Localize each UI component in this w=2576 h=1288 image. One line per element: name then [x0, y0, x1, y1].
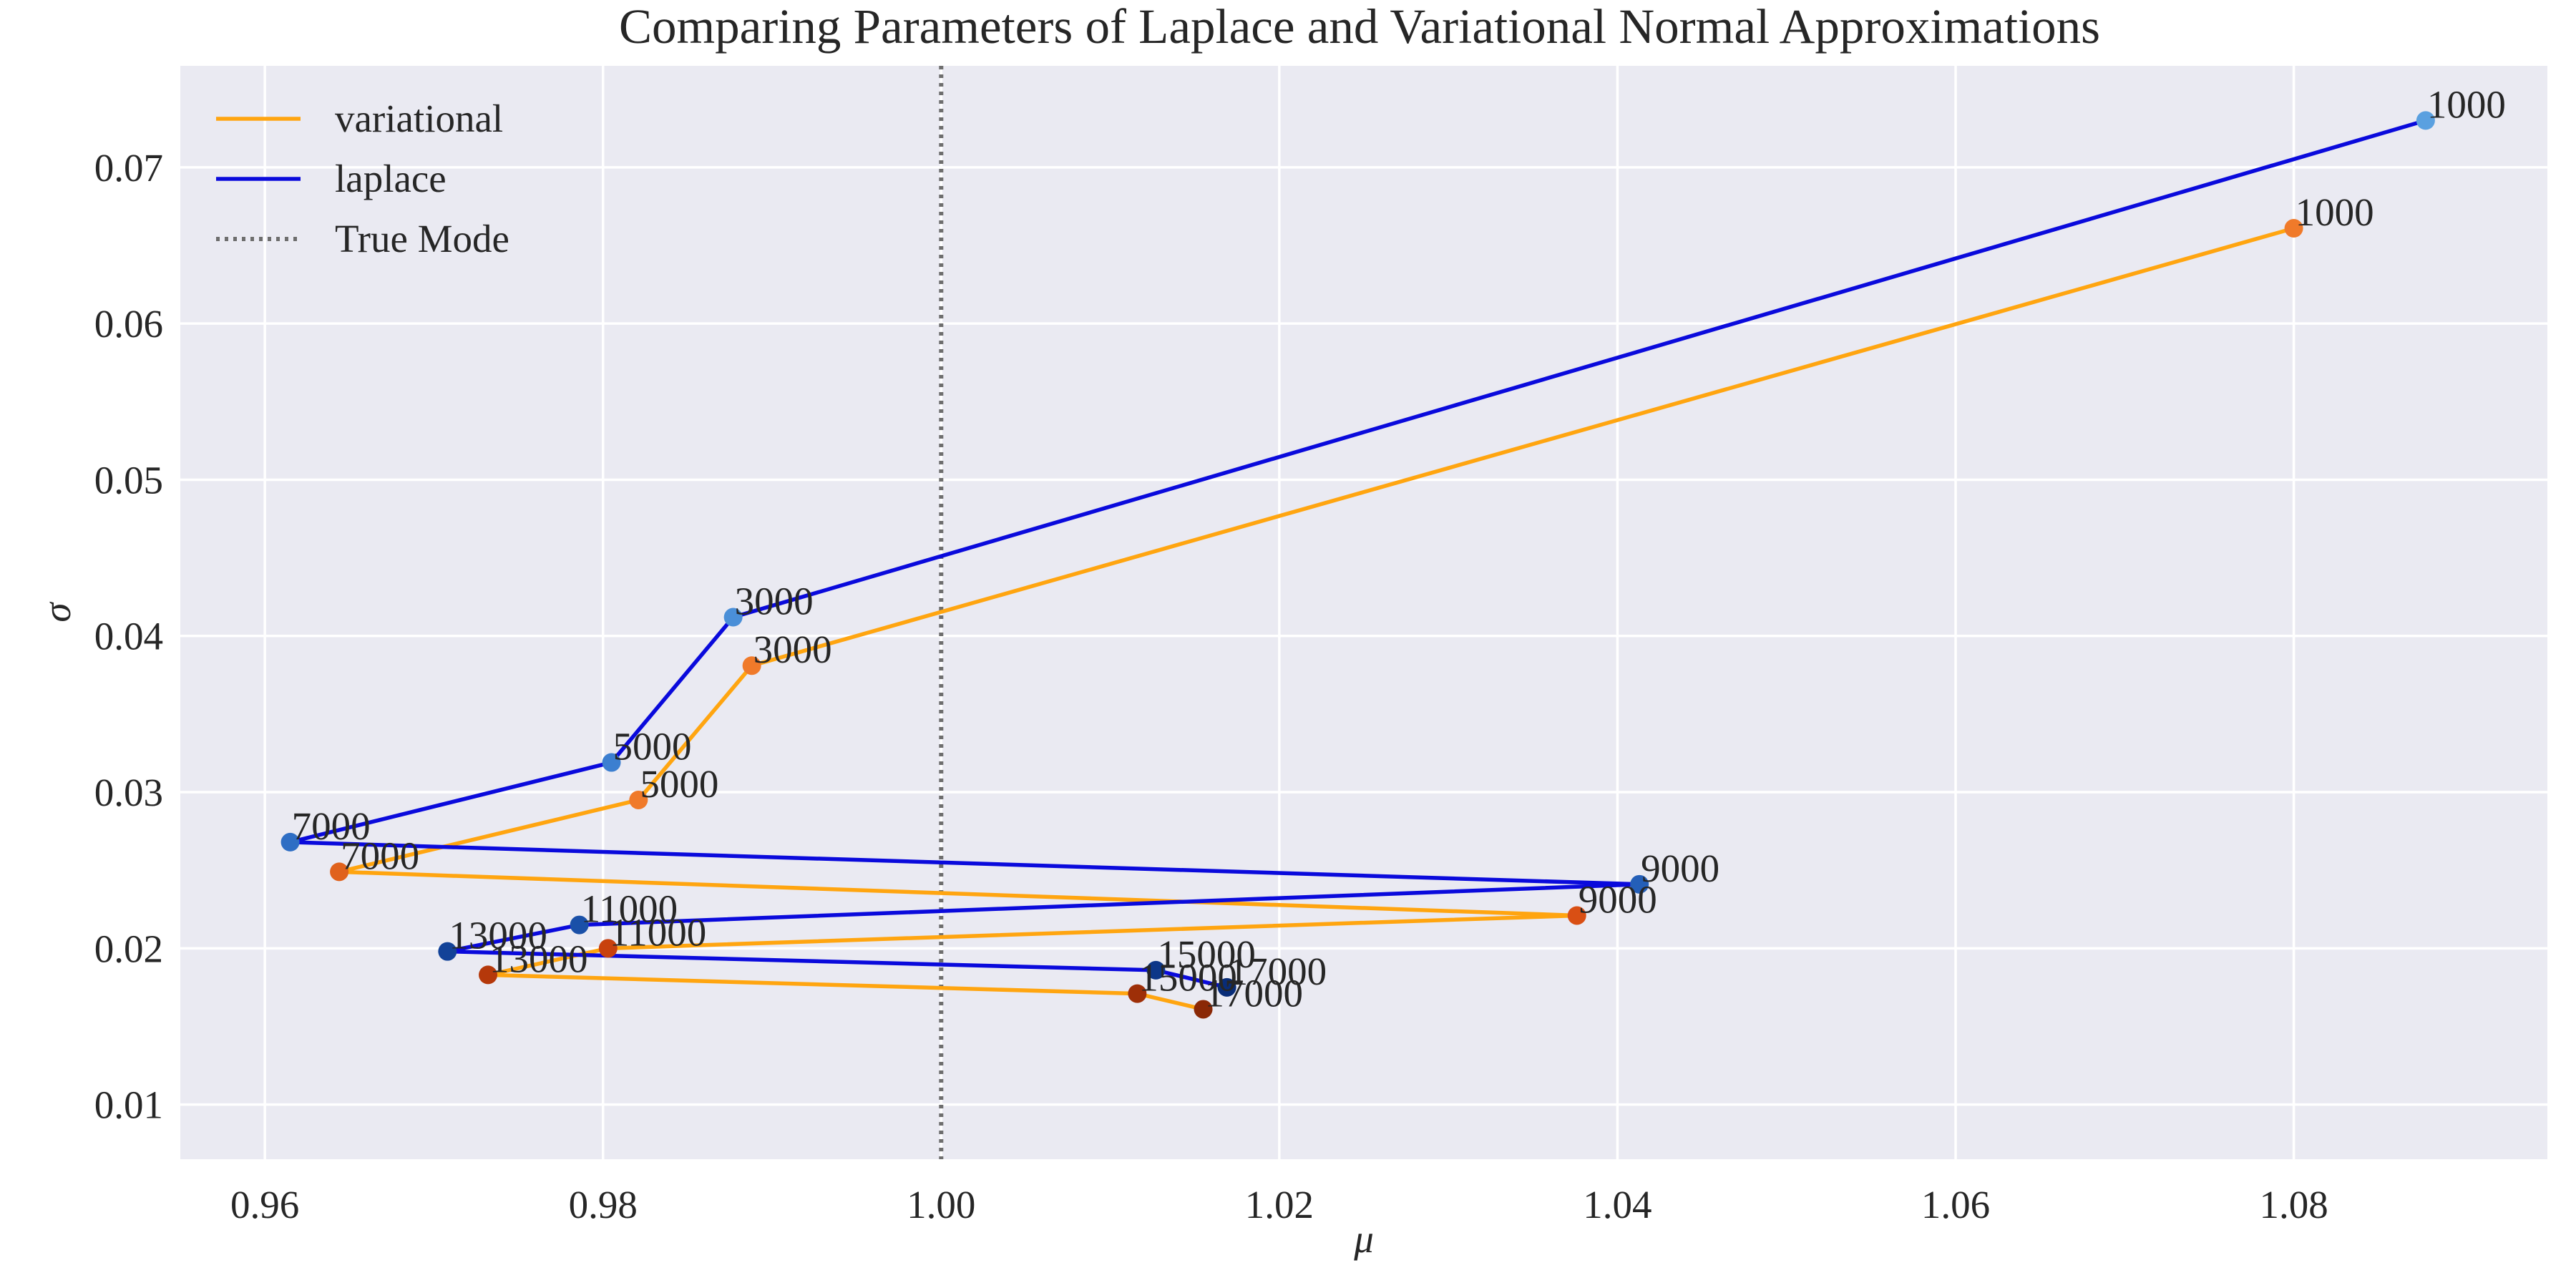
variational-marker	[2284, 219, 2303, 238]
laplace-point-label: 17000	[1229, 950, 1327, 993]
plot-area	[180, 66, 2547, 1159]
variational-marker	[742, 656, 761, 675]
laplace-marker	[570, 915, 589, 935]
variational-marker	[1567, 906, 1586, 925]
legend: variational laplace True Mode	[216, 97, 509, 260]
laplace-point-label: 3000	[735, 580, 814, 623]
laplace-marker	[438, 942, 457, 961]
variational-point-label: 3000	[753, 628, 832, 671]
variational-marker	[330, 862, 349, 882]
x-tick-label: 1.04	[1583, 1183, 1652, 1226]
point-labels: 1000 3000 5000 7000 9000 11000 13000 1500017000…	[292, 82, 2506, 1015]
grid	[180, 66, 2547, 1159]
variational-marker	[629, 790, 648, 809]
variational-point-label: 1000	[2296, 190, 2374, 234]
laplace-point-label: 1000	[2427, 82, 2506, 126]
laplace-point-label: 13000	[449, 914, 547, 957]
chart-title: Comparing Parameters of Laplace and Vari…	[619, 0, 2100, 54]
laplace-point-label: 9000	[1641, 847, 1719, 890]
variational-marker	[479, 965, 498, 985]
variational-marker	[598, 939, 618, 958]
laplace-marker	[2416, 111, 2435, 130]
x-tick-label: 1.00	[907, 1183, 975, 1226]
variational-point-label: 11000	[610, 910, 706, 954]
y-axis-ticks: 0.01 0.02 0.03 0.04 0.05 0.06 0.07	[94, 146, 163, 1127]
x-axis-label: μ	[1353, 1217, 1374, 1261]
variational-marker	[1194, 1000, 1213, 1019]
markers	[280, 111, 2435, 1019]
legend-label: True Mode	[335, 217, 509, 260]
variational-point-label: 13000	[489, 937, 588, 980]
legend-label: variational	[335, 97, 503, 140]
laplace-point-label: 15000	[1157, 932, 1256, 976]
variational-point-label: 15000	[1138, 956, 1237, 1000]
y-tick-label: 0.02	[94, 927, 163, 970]
x-tick-label: 1.08	[2259, 1183, 2328, 1226]
x-axis-ticks: 0.96 0.98 1.00 1.02 1.04 1.06 1.08	[230, 1183, 2328, 1226]
variational-point-label: 5000	[640, 762, 718, 806]
x-tick-label: 0.96	[230, 1183, 299, 1226]
laplace-marker	[602, 753, 621, 772]
x-tick-label: 0.98	[569, 1183, 638, 1226]
x-tick-label: 1.06	[1921, 1183, 1990, 1226]
laplace-marker	[1217, 977, 1236, 997]
laplace-point-label: 7000	[292, 804, 371, 848]
variational-point-label: 17000	[1205, 971, 1304, 1015]
x-tick-label: 1.02	[1245, 1183, 1314, 1226]
y-axis-label: σ	[35, 602, 79, 623]
y-tick-label: 0.07	[94, 146, 163, 190]
legend-label: laplace	[335, 157, 447, 200]
y-tick-label: 0.01	[94, 1083, 163, 1127]
laplace-point-label: 11000	[581, 887, 678, 931]
y-tick-label: 0.03	[94, 771, 163, 814]
y-tick-label: 0.05	[94, 458, 163, 502]
laplace-marker	[280, 832, 300, 852]
y-tick-label: 0.06	[94, 302, 163, 346]
variational-point-label: 9000	[1579, 877, 1657, 921]
y-tick-label: 0.04	[94, 615, 163, 658]
laplace-point-label: 5000	[613, 725, 692, 769]
variational-marker	[1128, 984, 1147, 1003]
variational-point-label: 7000	[341, 834, 419, 877]
laplace-marker	[1630, 874, 1649, 894]
laplace-marker	[723, 608, 743, 627]
laplace-marker	[1146, 960, 1166, 980]
